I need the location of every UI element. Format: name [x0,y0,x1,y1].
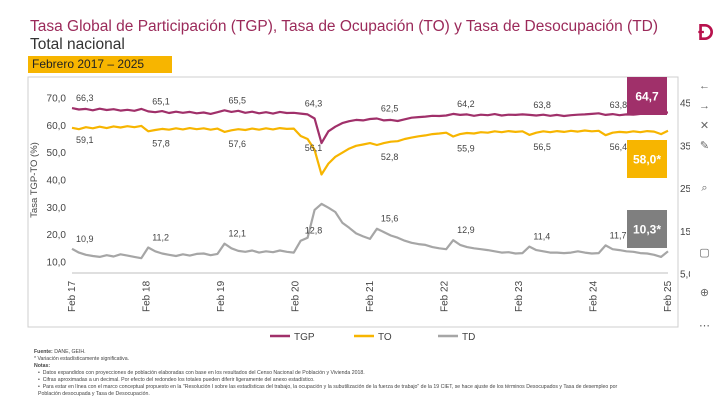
x-tick-label: Feb 22 [440,280,451,312]
end-value-label: 64,7 [635,90,659,104]
x-tick-label: Feb 19 [216,280,227,312]
data-label: 12,9 [457,225,475,235]
more-icon[interactable]: ⋯ [699,320,710,332]
note-item: • Cifras aproximadas a un decimal. Por e… [38,377,315,383]
page-title: Tasa Global de Participación (TGP), Tasa… [30,18,659,35]
logo-icon [698,24,713,40]
pen-icon[interactable]: ✎ [699,140,710,152]
data-label: 57,8 [152,138,170,148]
data-label: 11,7 [610,230,627,240]
data-label: 57,6 [228,139,246,149]
end-value-box-tgp [627,77,667,115]
y-tick-left: 30,0 [47,203,67,214]
legend-label: TGP [294,332,315,343]
x-tick-label: Feb 20 [291,280,302,312]
y-tick-right: 45,0 [680,99,690,110]
slide: Tasa Global de Participación (TGP), Tasa… [27,0,691,405]
page-subtitle: Total nacional [30,36,125,53]
legend-label: TO [378,332,392,343]
end-value-box-to [627,140,667,178]
y-tick-left: 50,0 [47,148,67,159]
y-axis-title-left: Tasa TGP-TO (%) [29,142,40,218]
data-label: 11,2 [152,232,169,242]
data-label: 12,1 [228,229,246,239]
data-label: 63,8 [533,100,551,110]
end-value-label: 58,0* [633,153,661,167]
data-label: 10,9 [76,234,94,244]
plot-border [27,76,679,328]
data-label: 56,4 [610,142,628,152]
zoom-icon[interactable]: ⊕ [699,287,710,299]
legend-label: TD [462,332,475,343]
chart: 70,0 60,0 50,0 40,0 30,0 20,0 10,0 45,0 35,0 25,0… [27,76,690,343]
data-label: 12,8 [305,226,323,236]
x-tick-label: Feb 23 [514,280,525,312]
notes: Fuente: DANE, GEIH. * Variación estadíst… [34,349,634,398]
y-tick-right: 15,0 [680,227,690,238]
note-item: • Datos expandidos con proyecciones de p… [38,370,365,376]
x-tick-label: Feb 24 [589,280,600,312]
data-label: 65,1 [152,96,170,106]
viewer-sidebar: ← → ✕ ✎ ⌕ ▢ ⊕ ⋯ [690,0,719,405]
x-tick-label: Feb 21 [365,280,376,312]
source-label: Fuente: [34,349,53,355]
x-tick-label: Feb 18 [142,280,153,312]
series-line-tgp [71,107,669,145]
series-line-td [71,202,669,260]
data-label: 63,8 [610,100,628,110]
y-tick-right: 5,0 [680,270,690,281]
data-label: 64,2 [457,99,475,109]
y-tick-right: 25,0 [680,184,690,195]
back-arrow-icon[interactable]: ← [699,80,710,92]
data-label: 15,6 [381,214,399,224]
y-tick-right: 35,0 [680,141,690,152]
data-label: 56,1 [305,143,323,153]
note-text: Datos expandidos con proyecciones de pob… [42,370,365,376]
data-label: 62,5 [381,104,399,114]
data-label: 56,5 [533,142,551,152]
close-icon[interactable]: ✕ [699,120,710,132]
y-tick-left: 60,0 [47,121,67,132]
note-text: Para estar en línea con el marco concept… [38,384,618,397]
x-tick-label: Feb 25 [663,280,674,312]
x-tick-label: Feb 17 [67,280,78,312]
data-label: 66,3 [76,93,94,103]
y-tick-left: 20,0 [47,230,67,241]
data-label: 52,8 [381,152,399,162]
end-value-box-td [627,210,667,248]
y-tick-left: 10,0 [47,258,67,269]
source-text: DANE, GEIH. [54,349,86,355]
note-item: • Para estar en línea con el marco conce… [38,384,618,397]
data-label: 64,3 [305,99,323,109]
search-icon[interactable]: ⌕ [701,182,708,194]
y-tick-left: 70,0 [47,94,67,105]
forward-arrow-icon[interactable]: → [699,100,710,112]
asterisk-note: * Variación estadísticamente significati… [34,356,130,362]
y-tick-left: 40,0 [47,176,67,187]
notes-label: Notas: [34,363,51,369]
series-line-to [71,124,669,176]
end-value-label: 10,3* [633,223,661,237]
data-label: 65,5 [228,95,246,105]
note-text: Cifras aproximadas a un decimal. Por efe… [42,377,315,383]
data-label: 11,4 [533,232,550,242]
period-badge: Febrero 2017 – 2025 [28,56,173,73]
data-label: 59,1 [76,135,94,145]
data-label: 55,9 [457,144,475,154]
page-icon[interactable]: ▢ [699,247,710,259]
